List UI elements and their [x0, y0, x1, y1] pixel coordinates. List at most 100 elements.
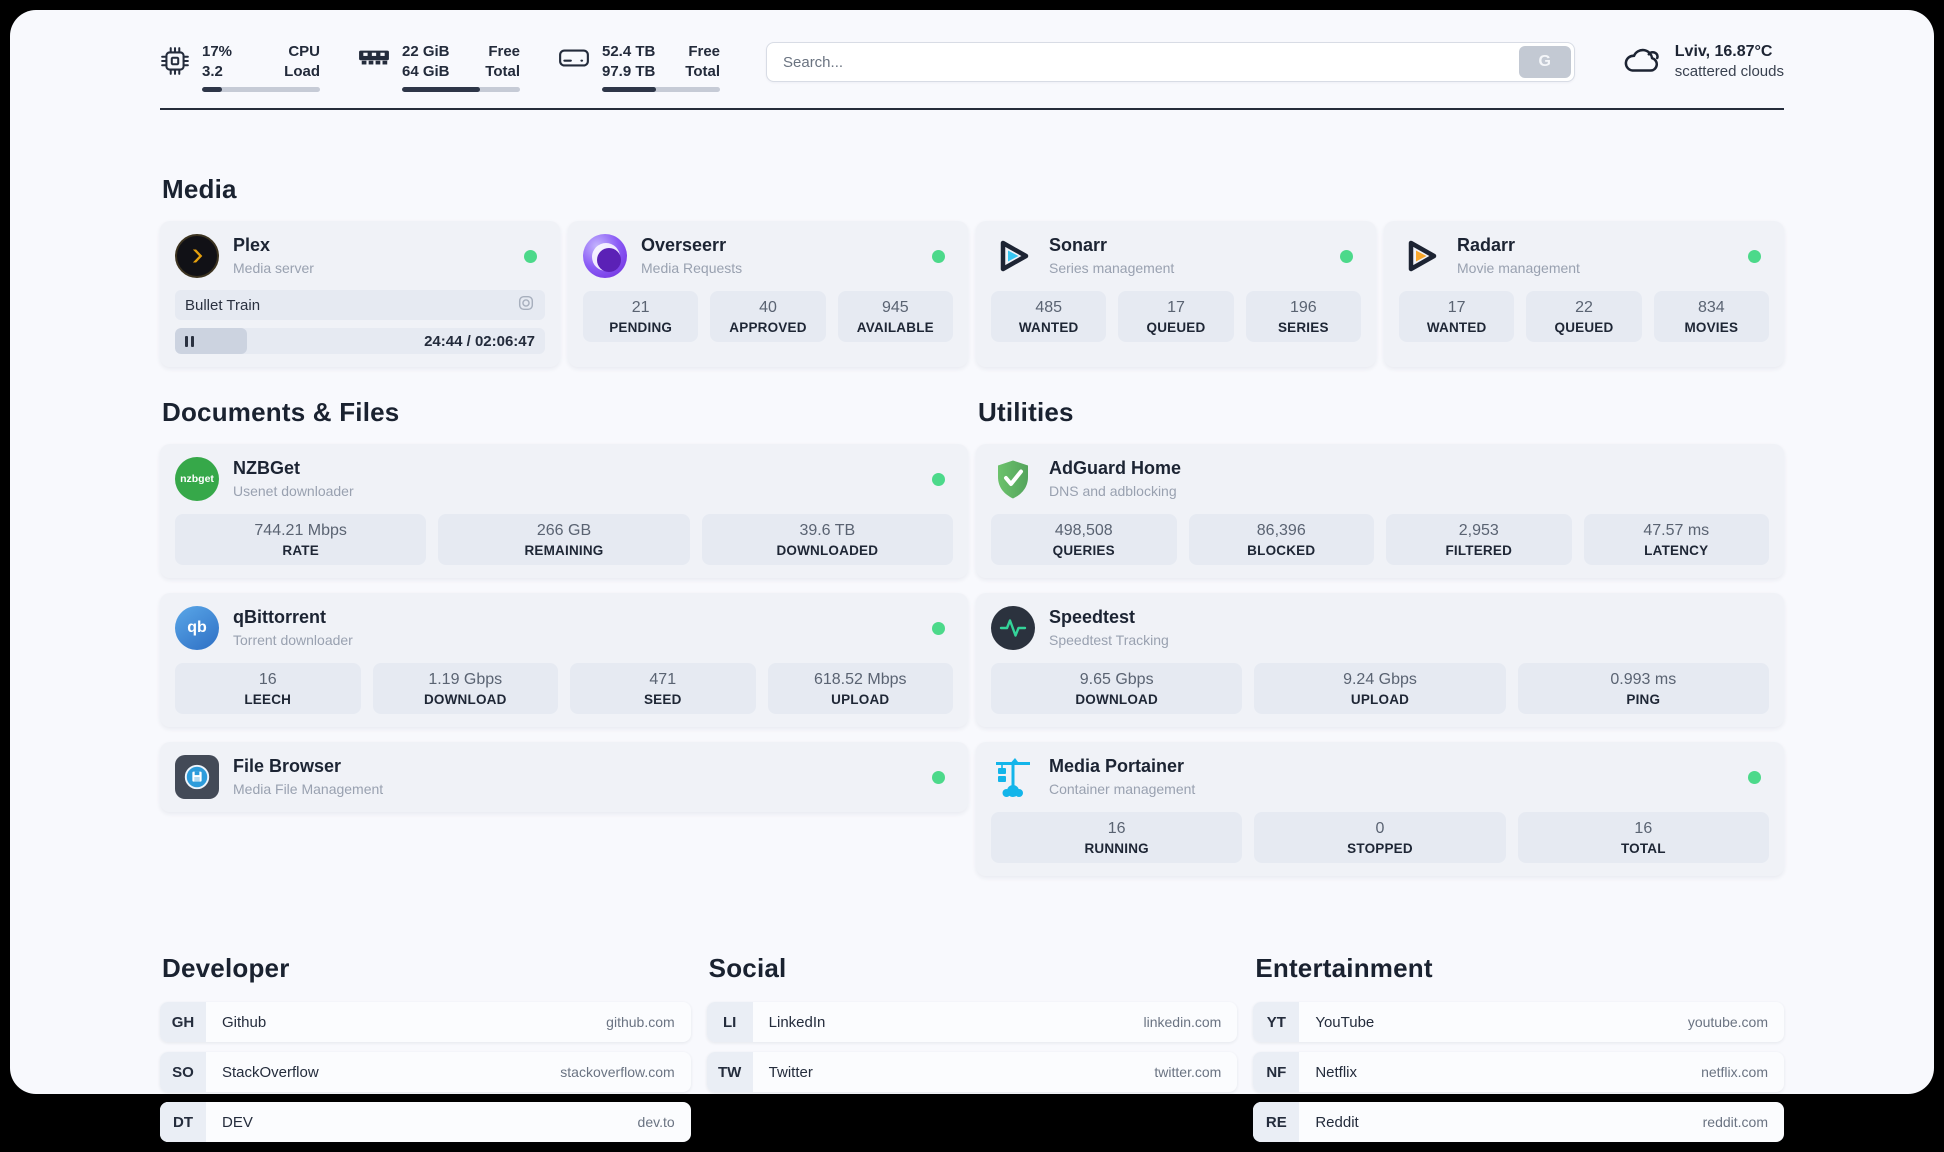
- app-card-sonarr[interactable]: Sonarr Series management 485 WANTED 17 QUE…: [976, 221, 1376, 367]
- cpu-usage-label: CPU: [288, 43, 320, 60]
- bookmark-reddit[interactable]: RE Reddit reddit.com: [1253, 1102, 1784, 1142]
- bookmark-twitter[interactable]: TW Twitter twitter.com: [706, 1052, 1238, 1092]
- stat-download: 9.65 Gbps DOWNLOAD: [991, 663, 1243, 714]
- bookmark-abbr: TW: [706, 1052, 753, 1092]
- app-title: File Browser: [233, 756, 342, 777]
- section-title-utilities: Utilities: [978, 397, 1074, 427]
- system-metrics: 17% CPU 3.2 Load 22 GiB Free 64 GiB To: [160, 42, 720, 92]
- stat-leech: 16 LEECH: [175, 663, 361, 714]
- bookmark-dev[interactable]: DT DEV dev.to: [160, 1102, 691, 1142]
- bookmark-url: netflix.com: [1701, 1064, 1768, 1080]
- app-subtitle: Speedtest Tracking: [1049, 631, 1169, 648]
- app-card-plex[interactable]: Plex Media server Bullet Train: [160, 221, 560, 367]
- bookmark-abbr: SO: [160, 1052, 206, 1092]
- sonarr-icon: [991, 234, 1035, 278]
- bookmark-github[interactable]: GH Github github.com: [160, 1002, 691, 1042]
- stat-wanted: 17 WANTED: [1399, 291, 1515, 342]
- storage-progress-track: [602, 87, 720, 92]
- app-subtitle: Media Requests: [641, 259, 743, 276]
- app-card-overseerr[interactable]: Overseerr Media Requests 21 PENDING 40 APP…: [568, 221, 968, 367]
- app-title: Sonarr: [1049, 235, 1108, 256]
- bookmark-url: github.com: [606, 1014, 675, 1030]
- status-dot: [932, 770, 945, 784]
- search-engine-button[interactable]: G: [1518, 46, 1571, 78]
- top-bar: 17% CPU 3.2 Load 22 GiB Free 64 GiB To: [160, 40, 1784, 92]
- status-dot: [932, 472, 945, 486]
- bookmark-name: LinkedIn: [768, 1013, 826, 1031]
- bookmark-abbr: RE: [1253, 1102, 1300, 1142]
- bookmark-abbr: DT: [160, 1102, 206, 1142]
- status-dot: [1340, 249, 1353, 263]
- app-card-adguard[interactable]: AdGuard Home DNS and adblocking 498,508 Q…: [976, 444, 1784, 578]
- app-card-nzbget[interactable]: nzbget NZBGet Usenet downloader 744.21 M…: [160, 444, 968, 578]
- memory-progress-fill: [402, 87, 480, 92]
- portainer-icon: [991, 755, 1035, 799]
- movie-icon: [517, 294, 535, 316]
- plex-icon: [175, 234, 219, 278]
- now-playing-title: Bullet Train: [185, 296, 261, 314]
- storage-metric: 52.4 TB Free 97.9 TB Total: [558, 42, 720, 92]
- bookmark-name: Github: [222, 1013, 267, 1031]
- app-subtitle: DNS and adblocking: [1049, 482, 1177, 499]
- section-title-media: Media: [162, 174, 237, 204]
- section-title-entertainment: Entertainment: [1255, 953, 1433, 983]
- app-title: Radarr: [1457, 235, 1516, 256]
- bookmark-stackoverflow[interactable]: SO StackOverflow stackoverflow.com: [160, 1052, 691, 1092]
- stat-upload: 9.24 Gbps UPLOAD: [1254, 663, 1506, 714]
- memory-free-value: 22 GiB: [402, 43, 450, 60]
- playback-progress-bar[interactable]: 24:44 / 02:06:47: [175, 328, 545, 354]
- stat-seed: 471 SEED: [570, 663, 756, 714]
- stat-stopped: 0 STOPPED: [1254, 812, 1506, 863]
- storage-progress-fill: [602, 87, 657, 92]
- weather-location-temp: Lviv, 16.87°C: [1674, 43, 1773, 60]
- app-card-portainer[interactable]: Media Portainer Container management 16 R…: [976, 742, 1784, 876]
- adguard-icon: [991, 457, 1035, 501]
- bookmark-url: stackoverflow.com: [560, 1064, 675, 1080]
- stat-pending: 21 PENDING: [583, 291, 699, 342]
- app-subtitle: Usenet downloader: [233, 482, 354, 499]
- header-divider: [160, 108, 1784, 110]
- bookmark-abbr: LI: [706, 1002, 753, 1042]
- search-input[interactable]: [781, 52, 1516, 72]
- app-title: Media Portainer: [1049, 756, 1185, 777]
- nzbget-icon: nzbget: [175, 457, 219, 501]
- cpu-usage-value: 17%: [202, 43, 233, 60]
- cpu-icon: [160, 46, 190, 76]
- bookmark-name: DEV: [222, 1113, 253, 1131]
- app-subtitle: Torrent downloader: [233, 631, 353, 648]
- bookmark-youtube[interactable]: YT YouTube youtube.com: [1253, 1002, 1784, 1042]
- stat-movies: 834 MOVIES: [1653, 291, 1769, 342]
- memory-total-value: 64 GiB: [402, 62, 450, 80]
- bookmark-url: youtube.com: [1687, 1014, 1768, 1030]
- app-subtitle: Media File Management: [233, 780, 384, 797]
- bookmark-name: YouTube: [1315, 1013, 1375, 1031]
- cpu-progress-fill: [202, 87, 223, 92]
- now-playing-row: Bullet Train: [175, 290, 545, 320]
- bookmark-url: reddit.com: [1702, 1114, 1768, 1130]
- bookmark-netflix[interactable]: NF Netflix netflix.com: [1253, 1052, 1784, 1092]
- status-dot: [524, 249, 537, 263]
- bookmark-group-social: Social LI LinkedIn linkedin.com TW Twitt…: [706, 953, 1238, 1152]
- bookmark-name: Netflix: [1315, 1063, 1358, 1081]
- stat-queries: 498,508 QUERIES: [991, 514, 1177, 565]
- cpu-metric: 17% CPU 3.2 Load: [160, 42, 320, 92]
- app-title: AdGuard Home: [1049, 458, 1182, 479]
- section-title-documents: Documents & Files: [162, 397, 400, 427]
- speedtest-icon: [991, 606, 1035, 650]
- cloud-icon: [1621, 42, 1663, 81]
- weather-widget[interactable]: Lviv, 16.87°C scattered clouds: [1621, 42, 1784, 81]
- pause-icon[interactable]: [185, 335, 194, 347]
- status-dot: [1748, 770, 1761, 784]
- section-title-social: Social: [708, 953, 787, 983]
- bookmark-name: Twitter: [768, 1063, 813, 1081]
- bookmark-linkedin[interactable]: LI LinkedIn linkedin.com: [706, 1002, 1238, 1042]
- bookmark-abbr: YT: [1253, 1002, 1300, 1042]
- app-card-qbittorrent[interactable]: qb qBittorrent Torrent downloader 16 LEEC…: [160, 593, 968, 727]
- section-utilities: Utilities AdGuard Home DNS and: [976, 397, 1784, 891]
- memory-icon: [358, 46, 390, 68]
- stat-remaining: 266 GB REMAINING: [438, 514, 690, 565]
- app-card-filebrowser[interactable]: File Browser Media File Management: [160, 742, 968, 812]
- stat-queued: 17 QUEUED: [1118, 291, 1234, 342]
- app-card-radarr[interactable]: Radarr Movie management 17 WANTED 22 QUEUE…: [1384, 221, 1784, 367]
- app-card-speedtest[interactable]: Speedtest Speedtest Tracking 9.65 Gbps DO…: [976, 593, 1784, 727]
